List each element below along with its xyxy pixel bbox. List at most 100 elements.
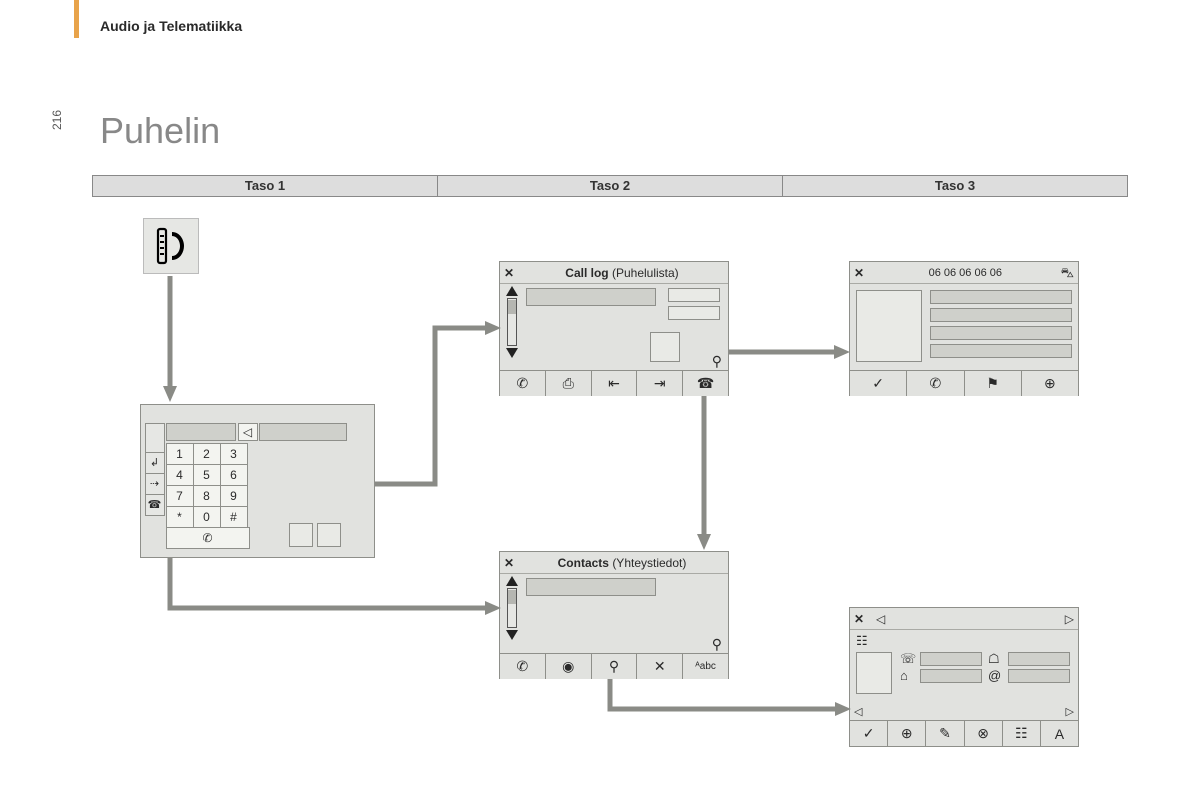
arrow-calllog-contacts xyxy=(694,396,714,552)
calllog-title: Call log xyxy=(565,266,608,280)
detail-btn-call[interactable]: ✆ xyxy=(907,371,964,396)
mobile-icon: ☏ xyxy=(900,652,914,666)
search-icon[interactable]: ⚲ xyxy=(712,637,722,651)
mini-1[interactable] xyxy=(289,523,313,547)
calllog-panel: ✕ Call log (Puhelulista) ⚲ ✆ ⎙ ⇤ ⇥ ☎ xyxy=(499,261,729,396)
edit-work[interactable] xyxy=(1008,652,1070,666)
level-2-header: Taso 2 xyxy=(438,175,783,197)
number-display xyxy=(166,423,236,441)
log-thumb xyxy=(650,332,680,362)
key-hash[interactable]: # xyxy=(220,506,248,528)
calllog-btn-1[interactable]: ✆ xyxy=(500,371,546,396)
contacts-title: Contacts xyxy=(558,556,609,570)
close-icon[interactable]: ✕ xyxy=(504,556,520,570)
key-0[interactable]: 0 xyxy=(193,506,221,528)
edit-btn-del[interactable]: ⊗ xyxy=(965,721,1003,746)
scrollbar[interactable] xyxy=(504,284,520,360)
detail-field-4 xyxy=(930,344,1072,358)
accent-bar xyxy=(74,0,79,38)
side-btn-4[interactable]: ☎ xyxy=(145,494,165,516)
work-icon: ☖ xyxy=(988,652,1002,666)
log-time-2 xyxy=(668,306,720,320)
scrollbar[interactable] xyxy=(504,574,520,642)
email-icon: @ xyxy=(988,669,1002,683)
contacts-btn-4[interactable]: ✕ xyxy=(637,654,683,679)
close-icon[interactable]: ✕ xyxy=(854,266,870,280)
contacts-panel: ✕ Contacts (Yhteystiedot) ⚲ ✆ ◉ ⚲ ✕ ᴬabc xyxy=(499,551,729,679)
key-5[interactable]: 5 xyxy=(193,464,221,486)
edit-home[interactable] xyxy=(920,669,982,683)
detail-field-1 xyxy=(930,290,1072,304)
contacts-btn-1[interactable]: ✆ xyxy=(500,654,546,679)
log-time xyxy=(668,288,720,302)
car-icon: ⛍ xyxy=(1061,266,1074,279)
search-icon[interactable]: ⚲ xyxy=(712,354,722,368)
calllog-btn-2[interactable]: ⎙ xyxy=(546,371,592,396)
edit-btn-edit[interactable]: ✎ xyxy=(926,721,964,746)
avatar xyxy=(856,652,892,694)
key-1[interactable]: 1 xyxy=(166,443,194,465)
next-page-icon[interactable]: ▷ xyxy=(1066,705,1074,718)
key-8[interactable]: 8 xyxy=(193,485,221,507)
edit-btn-copy[interactable]: ☷ xyxy=(1003,721,1041,746)
side-btn-2[interactable]: ↲ xyxy=(145,452,165,474)
page-number: 216 xyxy=(50,110,64,130)
calllog-subtitle: (Puhelulista) xyxy=(612,266,679,280)
contacts-btn-5[interactable]: ᴬabc xyxy=(683,654,728,679)
keypad-panel: ↲ ⇢ ☎ ◁ 1 2 3 4 5 6 xyxy=(140,404,375,558)
mini-2[interactable] xyxy=(317,523,341,547)
key-star[interactable]: * xyxy=(166,506,194,528)
level-3-header: Taso 3 xyxy=(783,175,1128,197)
close-icon[interactable]: ✕ xyxy=(504,266,520,280)
edit-btn-add[interactable]: ⊕ xyxy=(888,721,926,746)
prev-page-icon[interactable]: ◁ xyxy=(854,705,862,718)
detail-btn-ok[interactable]: ✓ xyxy=(850,371,907,396)
detail-number: 06 06 06 06 06 xyxy=(870,267,1061,279)
secondary-display xyxy=(259,423,347,441)
key-4[interactable]: 4 xyxy=(166,464,194,486)
contacts-btn-3[interactable]: ⚲ xyxy=(592,654,638,679)
edit-mobile[interactable] xyxy=(920,652,982,666)
calllog-btn-3[interactable]: ⇤ xyxy=(592,371,638,396)
contacts-subtitle: (Yhteystiedot) xyxy=(612,556,686,570)
phone-root-icon[interactable] xyxy=(143,218,199,274)
detail-btn-add[interactable]: ⊕ xyxy=(1022,371,1078,396)
edit-btn-a[interactable]: A xyxy=(1041,721,1078,746)
key-7[interactable]: 7 xyxy=(166,485,194,507)
arrow-keypad-contacts xyxy=(160,558,505,618)
section-title: Audio ja Telematiikka xyxy=(100,18,242,34)
side-btn-1[interactable] xyxy=(145,423,165,453)
level-headers: Taso 1 Taso 2 Taso 3 xyxy=(92,175,1128,197)
edit-panel: ✕ ◁ ▷ ☷ ☏ ☖ ⌂ @ ◁ ▷ ✓ ⊕ ✎ xyxy=(849,607,1079,747)
calllog-btn-5[interactable]: ☎ xyxy=(683,371,728,396)
calllog-btn-4[interactable]: ⇥ xyxy=(637,371,683,396)
card-icon: ☷ xyxy=(856,634,868,647)
avatar xyxy=(856,290,922,362)
backspace-btn[interactable]: ◁ xyxy=(238,423,258,441)
contacts-btn-2[interactable]: ◉ xyxy=(546,654,592,679)
key-9[interactable]: 9 xyxy=(220,485,248,507)
detail-field-3 xyxy=(930,326,1072,340)
log-entry[interactable] xyxy=(526,288,656,306)
level-1-header: Taso 1 xyxy=(92,175,438,197)
detail-panel: ✕ 06 06 06 06 06 ⛍ ✓ ✆ ⚑ ⊕ xyxy=(849,261,1079,396)
key-6[interactable]: 6 xyxy=(220,464,248,486)
contact-entry[interactable] xyxy=(526,578,656,596)
arrow-contacts-edit xyxy=(600,679,855,739)
prev-icon[interactable]: ◁ xyxy=(876,612,885,626)
home-icon: ⌂ xyxy=(900,669,914,683)
arrow-keypad-calllog xyxy=(375,320,505,490)
page-title: Puhelin xyxy=(100,110,220,152)
edit-email[interactable] xyxy=(1008,669,1070,683)
key-3[interactable]: 3 xyxy=(220,443,248,465)
call-btn[interactable]: ✆ xyxy=(166,527,250,549)
next-icon[interactable]: ▷ xyxy=(1065,612,1074,626)
key-2[interactable]: 2 xyxy=(193,443,221,465)
edit-btn-ok[interactable]: ✓ xyxy=(850,721,888,746)
close-icon[interactable]: ✕ xyxy=(854,612,870,626)
arrow-calllog-detail xyxy=(729,342,854,362)
detail-btn-flag[interactable]: ⚑ xyxy=(965,371,1022,396)
arrow-root-keypad xyxy=(160,276,180,404)
detail-field-2 xyxy=(930,308,1072,322)
side-btn-3[interactable]: ⇢ xyxy=(145,473,165,495)
